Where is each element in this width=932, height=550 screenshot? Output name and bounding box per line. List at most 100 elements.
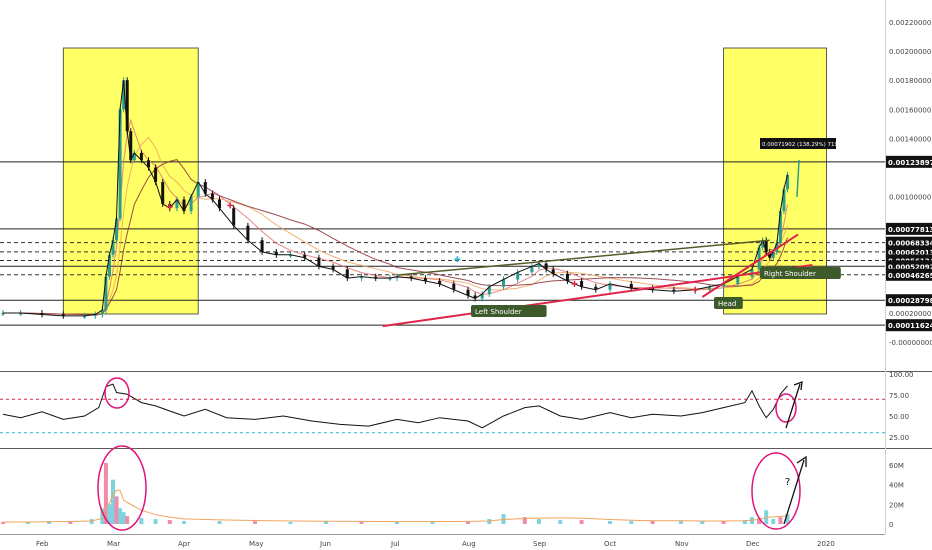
volume-bar: [579, 520, 584, 524]
volume-question-mark: ?: [785, 477, 790, 488]
volume-bar: [118, 508, 123, 524]
price-candle: [608, 283, 612, 290]
time-tick-label: Apr: [178, 540, 190, 548]
price-measure-bg: [760, 138, 836, 149]
volume-bar: [139, 518, 144, 524]
time-tick-label: 2020: [817, 540, 835, 548]
price-candle: [147, 160, 150, 168]
price-candle: [274, 251, 278, 255]
volume-bar: [125, 516, 130, 524]
price-candle: [115, 218, 119, 241]
volume-bar: [757, 518, 762, 524]
time-tick-label: Oct: [604, 540, 616, 548]
price-candle: [303, 254, 307, 258]
time-tick-label: Dec: [746, 540, 760, 548]
level-label: 0.00062013: [888, 249, 932, 257]
price-candle: [778, 211, 782, 244]
price-candle: [139, 152, 143, 161]
right-shoulder-label: Right Shoulder: [764, 270, 816, 278]
time-tick-label: May: [249, 540, 263, 548]
price-candle: [473, 295, 477, 299]
price-candle: [83, 315, 87, 318]
price-candle: [761, 240, 765, 248]
rsi-tick-label: 75.00: [889, 392, 909, 400]
price-candle: [93, 314, 97, 316]
price-candle: [132, 152, 136, 161]
volume-tick-label: 0: [889, 521, 893, 529]
price-candle: [374, 276, 378, 279]
price-candle: [782, 189, 786, 212]
volume-bar: [167, 520, 172, 524]
price-candle: [480, 294, 484, 299]
rsi-circle-left: [104, 377, 130, 409]
moving-average-line: [2, 118, 788, 316]
price-candle: [388, 278, 392, 280]
volume-bar: [537, 519, 541, 524]
volume-bar: [742, 520, 747, 524]
price-candle: [651, 288, 655, 290]
volume-bar: [107, 504, 112, 524]
price-candle: [764, 240, 768, 252]
price-candle: [1, 313, 5, 315]
price-candle: [218, 199, 221, 209]
rsi-tick-label: 50.00: [889, 413, 909, 421]
price-candle: [551, 269, 555, 274]
price-candle: [40, 313, 44, 315]
rsi-circle-right: [775, 393, 797, 423]
level-label-bg: [886, 236, 932, 249]
price-tick-label: 0.00020000: [889, 310, 931, 318]
price-tick-label: 0.00220000: [889, 19, 931, 27]
volume-bar: [771, 519, 776, 524]
trendline-1: [701, 233, 799, 298]
price-candle: [203, 182, 207, 194]
right-shoulder-label-bg: [760, 267, 841, 279]
price-candle: [452, 283, 456, 290]
volume-bar: [608, 521, 612, 524]
rsi-tick-label: 100.00: [889, 371, 914, 379]
level-label: 0.00068334: [888, 240, 932, 248]
price-candle: [580, 280, 584, 287]
price-tick-label: 0.00200000: [889, 48, 931, 56]
time-tick-label: Nov: [675, 540, 689, 548]
price-candle: [111, 240, 115, 255]
volume-bar: [288, 522, 293, 524]
price-candle: [104, 276, 108, 311]
price-candle: [395, 276, 399, 279]
price-candle: [125, 80, 129, 132]
price-candle: [107, 254, 111, 277]
signal-marker: [227, 202, 234, 209]
time-tick-label: Aug: [462, 540, 476, 548]
price-candle: [246, 225, 250, 241]
price-candle: [544, 263, 548, 270]
volume-bar: [359, 522, 364, 524]
volume-bar: [395, 522, 399, 524]
price-candle: [672, 289, 676, 292]
price-candle: [122, 80, 126, 110]
price-candle: [530, 266, 534, 273]
trendline-0: [382, 263, 813, 328]
time-tick-label: Jul: [390, 540, 400, 548]
volume-bar: [785, 514, 790, 524]
volume-bar: [103, 462, 108, 524]
price-candle: [423, 278, 427, 281]
price-candle: [736, 276, 740, 284]
signal-marker: [166, 203, 173, 210]
volume-bar: [721, 521, 726, 524]
price-candle: [629, 283, 633, 289]
price-line: [2, 80, 788, 317]
measure-arrow: [796, 159, 800, 198]
price-candle: [565, 273, 569, 281]
head-label-bg: [714, 297, 743, 309]
price-candle: [129, 131, 133, 161]
level-label-bg: [886, 155, 932, 168]
volume-tick-label: 40M: [889, 482, 904, 490]
price-candle: [707, 286, 711, 290]
price-candle: [345, 269, 349, 279]
volume-bar: [100, 508, 105, 524]
level-label: 0.00046265: [888, 272, 932, 280]
price-candle: [438, 280, 442, 284]
price-tick-label: 0.00160000: [889, 106, 931, 114]
price-candle: [154, 167, 158, 183]
price-tick-label: 0.00180000: [889, 77, 931, 85]
